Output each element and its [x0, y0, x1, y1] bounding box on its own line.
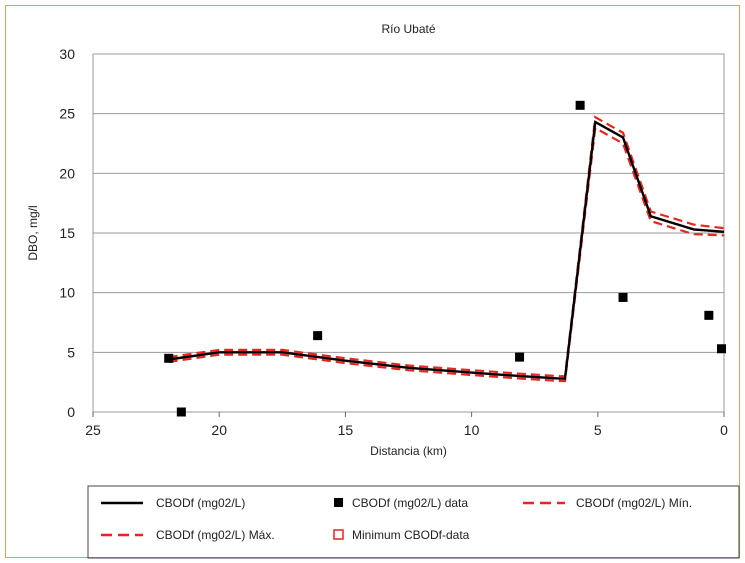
y-tick-label-3: 15	[59, 225, 75, 241]
chart-svg: Río Ubaté 0 5 10 15 20 25 30 25 20 15 10 5 0 Distancia…	[26, 22, 740, 559]
y-tick-label-0: 0	[67, 404, 75, 420]
series-main-line	[168, 120, 725, 380]
data-point-5	[618, 292, 628, 302]
x-tick-label-4: 5	[594, 422, 602, 438]
x-tick-label-2: 15	[338, 422, 354, 438]
x-tick-label-0: 25	[85, 422, 101, 438]
chart-frame: Río Ubaté 0 5 10 15 20 25 30 25 20 15 10 5 0 Distancia…	[5, 5, 740, 559]
data-point-0	[164, 353, 174, 363]
series-max-line	[168, 115, 725, 378]
chart-title: Río Ubaté	[381, 22, 435, 36]
series-min-line	[168, 126, 725, 383]
legend-data-label: CBODf (mg02/L) data	[352, 496, 468, 510]
legend-mindata-swatch	[333, 529, 344, 540]
legend-data-swatch	[334, 498, 343, 507]
legend-box	[87, 485, 740, 559]
data-point-4	[575, 100, 585, 110]
x-tick-label-5: 0	[720, 422, 728, 438]
y-tick-label-6: 30	[59, 46, 75, 62]
data-point-3	[515, 352, 525, 362]
data-point-7	[716, 344, 726, 354]
x-axis-label: Distancia (km)	[370, 444, 447, 458]
plot-area-border	[92, 53, 725, 413]
data-point-6	[704, 310, 714, 320]
legend-mindata-label: Minimum CBODf-data	[352, 528, 470, 542]
legend-main-label: CBODf (mg02/L)	[156, 496, 245, 510]
y-tick-label-1: 5	[67, 344, 75, 360]
x-tick-label-1: 20	[211, 422, 227, 438]
x-tick-label-3: 10	[464, 422, 480, 438]
y-axis-label: DBO, mg/l	[26, 205, 40, 260]
data-point-1	[176, 407, 186, 417]
legend-max-label: CBODf (mg02/L) Máx.	[156, 528, 275, 542]
y-tick-label-4: 20	[59, 165, 75, 181]
data-point-2	[313, 331, 323, 341]
y-tick-label-2: 10	[59, 285, 75, 301]
y-tick-label-5: 25	[59, 106, 75, 122]
legend-min-label: CBODf (mg02/L) Mín.	[576, 496, 692, 510]
